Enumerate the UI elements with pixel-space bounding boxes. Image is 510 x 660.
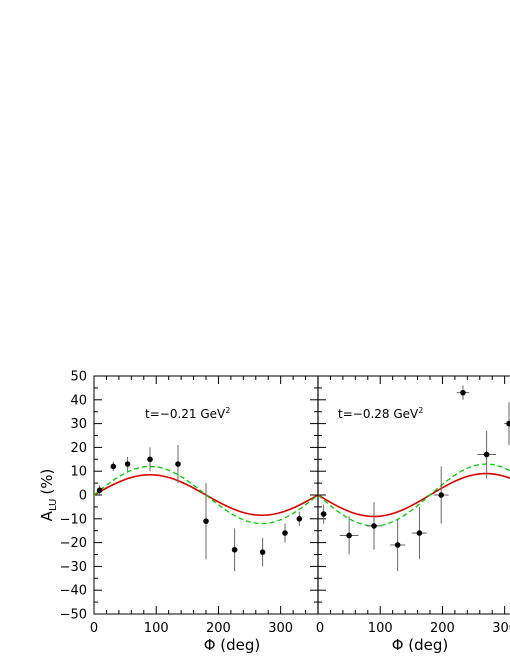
x-tick-label: 300 xyxy=(492,621,510,636)
x-tick-label: 200 xyxy=(206,621,231,636)
panel-1-x-axis-title: Φ (deg) xyxy=(204,636,261,654)
x-tick-label: 200 xyxy=(430,621,455,636)
dashed-curve xyxy=(318,463,510,527)
y-axis-title-unit: (%) xyxy=(38,469,56,495)
y-tick-label: −40 xyxy=(60,584,87,599)
data-marker xyxy=(96,487,103,494)
data-marker xyxy=(231,546,238,553)
data-point xyxy=(477,430,496,479)
data-point xyxy=(320,504,327,524)
y-tick-label: 0 xyxy=(79,489,87,504)
y-tick-label: 30 xyxy=(70,417,87,432)
y-tick-label: −20 xyxy=(60,536,87,551)
panel-2: t=−0.28 GeV2 0 100 200 300 Φ (deg) xyxy=(316,375,510,654)
data-point xyxy=(231,528,238,572)
y-tick-labels: 50 40 30 20 10 0 −10 −20 −30 −40 −50 xyxy=(60,370,87,623)
data-point xyxy=(411,506,427,560)
panel-1-points xyxy=(96,445,303,572)
data-marker xyxy=(296,516,303,522)
x-tick-label: 300 xyxy=(268,621,293,636)
data-point xyxy=(203,483,209,560)
data-marker xyxy=(124,461,131,467)
solid-curve xyxy=(318,472,510,518)
data-point xyxy=(147,447,153,472)
data-marker xyxy=(346,532,352,539)
panel-2-curves xyxy=(318,463,510,527)
y-axis-title-sub: LU xyxy=(48,499,59,511)
y-tick-label: −50 xyxy=(60,608,87,623)
panel-1-label: t=−0.21 GeV2 xyxy=(145,406,230,421)
data-marker xyxy=(416,530,423,536)
data-point xyxy=(390,518,406,572)
data-point xyxy=(366,502,382,550)
panel-1-label-text: t=−0.21 GeV xyxy=(145,407,226,421)
data-marker xyxy=(460,389,466,396)
panel-2-label-text: t=−0.28 GeV xyxy=(338,407,419,421)
data-marker xyxy=(147,456,153,463)
y-tick-label: −30 xyxy=(60,560,87,575)
panel-2-ticks xyxy=(317,375,506,615)
svg-text:ALU(%): ALU (%) xyxy=(38,469,59,522)
x-tick-label: 100 xyxy=(368,621,393,636)
data-marker xyxy=(506,420,510,427)
data-point xyxy=(456,385,470,400)
panel-1: t=−0.21 GeV2 0 100 200 300 Φ (deg) xyxy=(90,375,319,654)
data-point xyxy=(259,537,266,567)
data-point xyxy=(504,402,510,446)
y-tick-label: 20 xyxy=(70,441,87,456)
panel-1-label-sup: 2 xyxy=(225,406,230,415)
data-marker xyxy=(371,523,377,529)
data-marker xyxy=(282,530,288,536)
panel-2-x-tick-labels: 0 100 200 300 xyxy=(316,621,510,636)
y-tick-label: 10 xyxy=(70,465,87,480)
y-tick-label: −10 xyxy=(60,512,87,527)
data-point xyxy=(296,511,303,526)
data-marker xyxy=(320,511,327,517)
panel-2-points xyxy=(320,385,510,572)
y-tick-label: 50 xyxy=(70,370,87,385)
x-tick-label: 0 xyxy=(90,621,98,636)
data-marker xyxy=(110,463,117,470)
data-point xyxy=(110,461,117,472)
data-point xyxy=(433,466,449,524)
panel-1-x-tick-labels: 0 100 200 300 xyxy=(90,621,293,636)
y-axis-title: ALU (%) xyxy=(38,469,59,522)
data-point xyxy=(339,516,359,555)
data-point xyxy=(282,523,288,543)
x-tick-label: 0 xyxy=(316,621,324,636)
y-axis-title-main: A xyxy=(38,510,56,521)
data-point xyxy=(175,445,181,484)
panel-2-label-sup: 2 xyxy=(418,406,423,415)
data-marker xyxy=(203,518,209,524)
data-marker xyxy=(394,542,401,548)
panel-2-x-axis-title: Φ (deg) xyxy=(392,636,449,654)
y-tick-label: 40 xyxy=(70,393,87,408)
data-point xyxy=(96,485,103,495)
data-marker xyxy=(483,451,490,458)
x-tick-label: 100 xyxy=(144,621,169,636)
data-point xyxy=(124,456,131,472)
data-marker xyxy=(438,492,445,498)
data-marker xyxy=(175,461,181,467)
data-marker xyxy=(259,549,266,555)
panel-2-label: t=−0.28 GeV2 xyxy=(338,406,423,421)
